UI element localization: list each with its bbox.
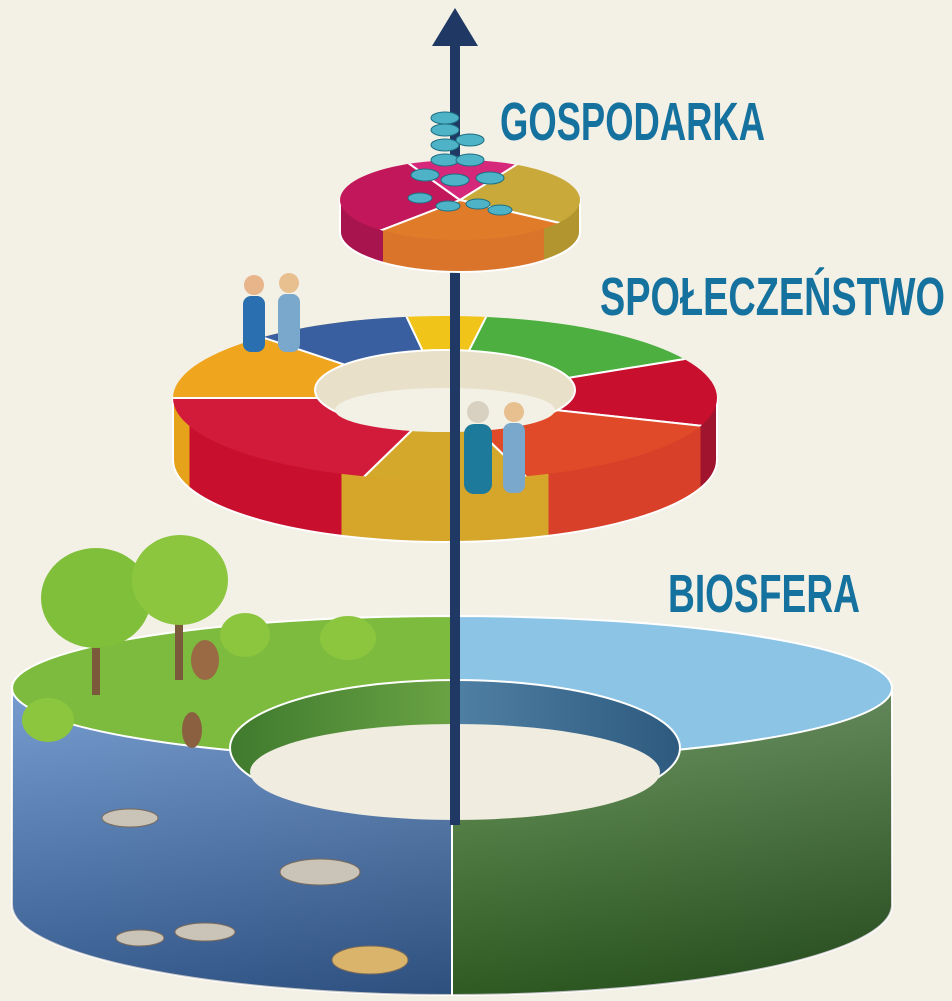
economy-label: GOSPODARKA — [500, 92, 765, 152]
diagram: GOSPODARKA SPOŁECZEŃSTWO BIOSFERA — [0, 0, 952, 1001]
society-label: SPOŁECZEŃSTWO — [600, 267, 945, 327]
biosphere-label: BIOSFERA — [668, 564, 860, 624]
